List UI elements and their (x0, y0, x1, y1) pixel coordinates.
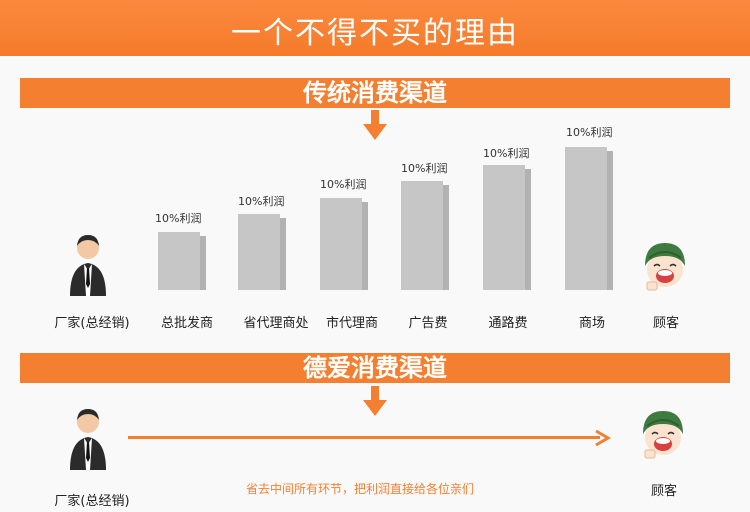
bar-wholesaler (158, 232, 206, 290)
top-banner: 一个不得不买的理由 (0, 0, 750, 56)
profit-label: 10%利润 (483, 147, 530, 160)
businessman-icon (70, 235, 106, 296)
deai-start-label: 厂家(总经销) (54, 494, 130, 509)
deai-section-bar: 德爱消费渠道 (20, 353, 730, 383)
customer-kid-icon (643, 411, 683, 459)
bar-label: 广告费 (408, 316, 448, 331)
bar-label: 总批发商 (160, 316, 213, 331)
traditional-start-label: 厂家(总经销) (54, 316, 130, 331)
profit-label: 10%利润 (401, 162, 448, 175)
bar-label: 市代理商 (325, 316, 378, 331)
direct-channel-note: 省去中间所有环节，把利润直接给各位亲们 (246, 482, 475, 496)
page-title: 一个不得不买的理由 (231, 16, 519, 51)
bar-label: 通路费 (488, 316, 528, 331)
profit-label: 10%利润 (155, 212, 202, 225)
bar-city-agent (320, 198, 368, 290)
traditional-section-title: 传统消费渠道 (303, 79, 447, 107)
traditional-end-label: 顾客 (652, 316, 679, 331)
bar-province-agent (238, 214, 286, 290)
down-arrow-icon (363, 386, 387, 416)
bar-advertising (401, 181, 449, 290)
businessman-icon (70, 409, 106, 470)
bar-channel-fee (483, 165, 531, 290)
traditional-section-bar: 传统消费渠道 (20, 78, 730, 108)
customer-kid-icon (645, 243, 685, 291)
direct-channel-line (128, 436, 600, 439)
bar-mall (565, 147, 613, 290)
deai-end-label: 顾客 (650, 484, 677, 499)
profit-label: 10%利润 (566, 126, 613, 139)
bar-label: 商场 (578, 316, 605, 331)
profit-label: 10%利润 (238, 195, 285, 208)
arrow-head-icon (595, 429, 611, 447)
profit-label: 10%利润 (320, 178, 367, 191)
bar-label: 省代理商处 (243, 316, 309, 331)
down-arrow-icon (363, 110, 387, 140)
deai-section-title: 德爱消费渠道 (303, 354, 447, 382)
